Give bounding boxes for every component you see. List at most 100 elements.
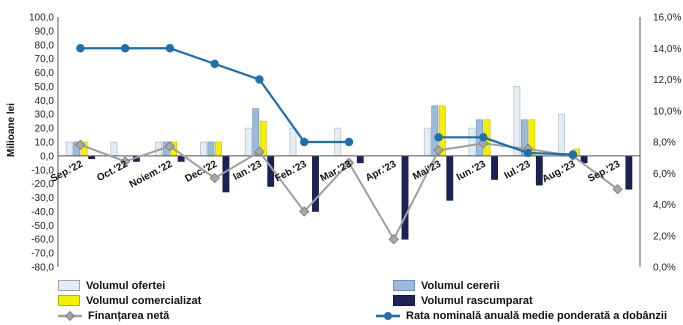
- legend-label-cerere: Volumul cererii: [421, 279, 500, 292]
- bar: [356, 155, 364, 164]
- net-financing-point: [254, 146, 265, 157]
- x-tick-label: Oct.'22: [95, 159, 130, 184]
- y2-tick-label: 16,0%: [653, 13, 681, 24]
- legend-swatch-finantare: [58, 310, 82, 321]
- x-tick-label: Iun.'23: [455, 159, 488, 184]
- rate-point: [523, 148, 533, 158]
- net-financing-point: [299, 206, 310, 217]
- net-financing-point: [388, 234, 399, 245]
- bar: [312, 155, 319, 212]
- bar: [110, 141, 118, 157]
- chart: 100,0 90,0 80,0 70,0 60,0 50,0 40,0 30,0 20,0 10,…: [6, 13, 681, 274]
- rate-point: [76, 44, 85, 53]
- y-tick-label: -10,0: [31, 165, 54, 176]
- y-tick-label: 10,0: [35, 138, 55, 149]
- bar: [558, 113, 565, 157]
- net-financing-point: [433, 145, 444, 156]
- y2-tick-label: 12,0%: [653, 75, 681, 86]
- x-tick-label: Mar.'23: [319, 159, 354, 185]
- legend-swatch-rata: [376, 311, 400, 320]
- rate-point: [210, 59, 219, 69]
- y-axis-left: 100,0 90,0 80,0 70,0 60,0 50,0 40,0 30,0 20,0 10,…: [29, 13, 54, 274]
- legend-swatch-comercializat: [58, 295, 80, 306]
- y-tick-label: 20,0: [35, 124, 55, 135]
- bar: [491, 155, 498, 180]
- y2-tick-label: 6,0%: [653, 169, 676, 180]
- y2-tick-label: 10,0%: [653, 106, 681, 117]
- rate-point: [165, 44, 175, 53]
- bar: [535, 155, 543, 186]
- x-tick-label: Feb.'23: [273, 159, 309, 185]
- y-tick-label: -60,0: [31, 235, 54, 246]
- legend-item-comercializat: Volumul comercializat: [58, 293, 201, 308]
- rate-point: [479, 133, 488, 142]
- x-tick-label: Sep.'23: [586, 159, 622, 185]
- y2-tick-label: 2,0%: [653, 231, 676, 242]
- bar: [423, 127, 431, 157]
- bar: [468, 127, 476, 157]
- legend: Volumul ofertei Volumul cererii Volumul …: [58, 278, 678, 324]
- net-financing-point: [478, 138, 489, 149]
- rate-point: [120, 44, 130, 53]
- bar: [513, 86, 521, 157]
- bar: [244, 127, 252, 157]
- x-tick-label: Ian.'23: [232, 159, 265, 183]
- y-tick-label: 80,0: [35, 40, 55, 51]
- legend-item-finantare: Finanțarea netă: [58, 308, 169, 323]
- y-tick-label: -40,0: [31, 207, 54, 218]
- bar: [200, 141, 207, 157]
- y-tick-label: 100,0: [29, 13, 54, 24]
- rate-line: [438, 136, 573, 156]
- rate-point: [568, 150, 578, 159]
- legend-label-oferta: Volumul ofertei: [86, 279, 166, 292]
- legend-label-comercializat: Volumul comercializat: [86, 294, 202, 307]
- y2-tick-label: 4,0%: [653, 200, 676, 211]
- net-financing-point: [209, 172, 220, 184]
- y-tick-label: 90,0: [35, 26, 55, 37]
- x-tick-label: Iul.'23: [503, 159, 533, 182]
- x-tick-label: Apr.'23: [364, 159, 399, 184]
- legend-label-rata: Rata nominală anuală medie ponderată a d…: [406, 309, 668, 322]
- y-tick-label: 50,0: [35, 82, 55, 93]
- y-axis-right: 16,0% 14,0% 12,0% 10,0% 8,0% 6,0% 4,0% 2,0% 0,0%: [653, 13, 681, 274]
- legend-item-rata: Rata nominală anuală medie ponderată a d…: [376, 308, 667, 323]
- y2-tick-label: 0,0%: [653, 263, 676, 274]
- net-financing-point: [343, 157, 355, 168]
- bar: [289, 127, 297, 157]
- legend-label-rascumparat: Volumul rascumparat: [421, 294, 533, 307]
- legend-item-rascumparat: Volumul rascumparat: [393, 293, 533, 308]
- bar: [215, 141, 222, 157]
- rate-point: [434, 133, 443, 142]
- bar: [65, 141, 73, 157]
- bar: [207, 141, 215, 157]
- y-tick-label: 40,0: [35, 96, 55, 107]
- bar: [446, 155, 454, 201]
- x-tick-label: Sep.'22: [49, 159, 85, 185]
- legend-swatch-rascumparat: [393, 295, 415, 306]
- x-tick-label: Mai'23: [411, 159, 443, 183]
- y2-tick-label: 8,0%: [653, 138, 676, 149]
- net-financing-point: [75, 139, 86, 150]
- net-financing-point: [612, 184, 623, 195]
- y-tick-label: -50,0: [31, 221, 54, 232]
- legend-swatch-oferta: [58, 280, 80, 291]
- rate-point: [300, 137, 309, 147]
- legend-item-oferta: Volumul ofertei: [58, 278, 165, 293]
- legend-swatch-cerere: [393, 280, 415, 291]
- y-axis-label: Milioane lei: [6, 103, 17, 157]
- lines: [75, 44, 623, 245]
- legend-label-finantare: Finanțarea netă: [88, 309, 170, 322]
- y-tick-label: -70,0: [31, 249, 54, 260]
- y-tick-label: 0,0: [40, 151, 54, 162]
- net-financing-point: [119, 156, 131, 167]
- bar: [625, 155, 633, 190]
- legend-item-cerere: Volumul cererii: [393, 278, 500, 293]
- y2-tick-label: 14,0%: [653, 44, 681, 55]
- bar: [222, 155, 230, 193]
- rate-point: [344, 137, 354, 147]
- x-tick-label: Aug.'23: [541, 159, 578, 186]
- y-tick-label: 70,0: [35, 54, 55, 65]
- rate-point: [255, 75, 264, 84]
- y-tick-label: 30,0: [35, 110, 55, 121]
- y-tick-label: -80,0: [31, 263, 54, 274]
